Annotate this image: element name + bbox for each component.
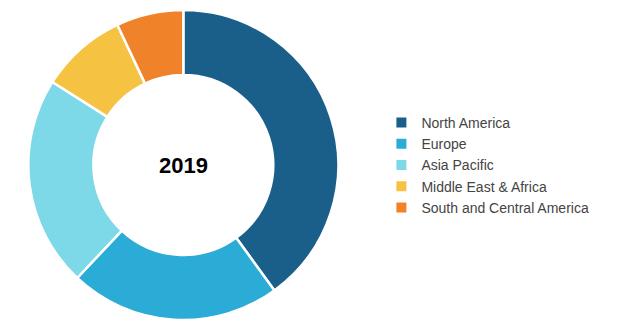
svg-text:Middle East & Africa: Middle East & Africa — [421, 179, 546, 195]
svg-text:South and Central America: South and Central America — [421, 200, 589, 216]
svg-text:Europe: Europe — [421, 136, 466, 152]
svg-text:2019: 2019 — [159, 153, 208, 178]
svg-text:North America: North America — [421, 115, 510, 131]
svg-text:Asia Pacific: Asia Pacific — [421, 157, 493, 173]
